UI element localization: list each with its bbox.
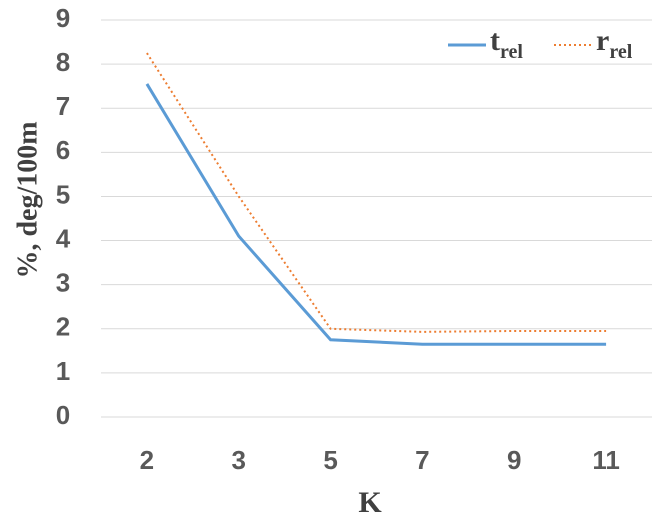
series-line [145, 83, 607, 346]
legend-label: trel [490, 24, 523, 63]
y-axis-title: %, deg/100m [12, 121, 43, 278]
y-tick-label: 6 [56, 135, 70, 165]
y-tick-label: 3 [56, 268, 70, 298]
x-axis-title: K [358, 486, 382, 519]
x-tick-label: 9 [507, 445, 521, 475]
x-tick-label: 3 [232, 445, 246, 475]
legend-label: rrel [596, 24, 633, 63]
y-tick-label: 2 [56, 312, 70, 342]
y-tick-label: 5 [56, 179, 70, 209]
x-tick-label: 5 [323, 445, 337, 475]
y-tick-label: 0 [56, 400, 70, 430]
x-tick-label: 7 [415, 445, 429, 475]
x-tick-label: 2 [140, 445, 154, 475]
y-tick-label: 7 [56, 91, 70, 121]
y-tick-label: 8 [56, 47, 70, 77]
y-tick-label: 4 [56, 223, 71, 253]
x-tick-label: 11 [592, 445, 620, 475]
y-tick-label: 1 [56, 356, 70, 386]
series-line [146, 52, 607, 333]
y-tick-label: 9 [56, 3, 70, 33]
